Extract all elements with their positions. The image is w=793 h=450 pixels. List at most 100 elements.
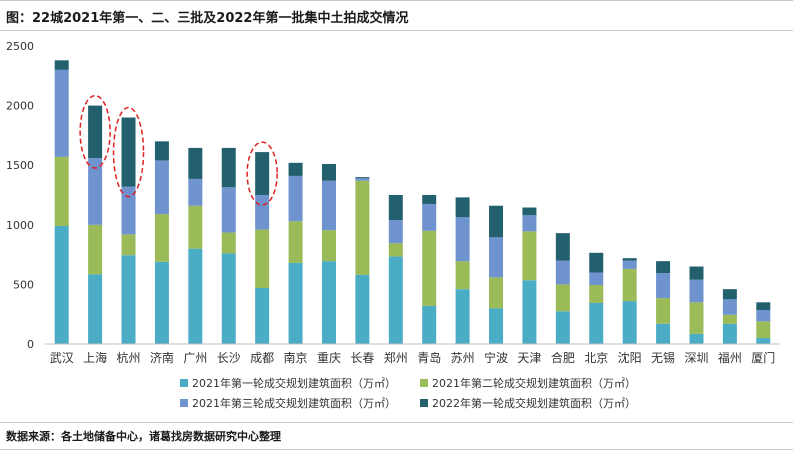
- bar-segment-series2: [689, 302, 704, 334]
- bar-segment-series2: [221, 232, 236, 254]
- bar-segment-series4: [722, 289, 737, 300]
- bar-segment-series4: [255, 152, 270, 195]
- bar-segment-series2: [422, 230, 437, 306]
- bar-segment-series4: [422, 195, 437, 204]
- y-tick-label: 500: [13, 278, 34, 291]
- bar-segment-series4: [321, 164, 336, 181]
- y-tick-label: 2500: [6, 40, 34, 53]
- x-tick-label: 广州: [183, 351, 207, 365]
- x-tick-label: 天津: [517, 351, 541, 365]
- bar-segment-series2: [54, 156, 69, 226]
- bar-segment-series4: [489, 205, 504, 238]
- legend-label: 2021年第二轮成交规划建筑面积（万㎡）: [432, 377, 636, 390]
- bar-segment-series3: [154, 160, 169, 215]
- y-axis: 0 500 1000 1500 2000 2500: [6, 40, 34, 351]
- bar-segment-series3: [355, 178, 370, 181]
- bar-segment-series2: [355, 180, 370, 275]
- bar-segment-series2: [756, 321, 771, 339]
- bar-segment-series3: [422, 203, 437, 231]
- y-tick-label: 2000: [6, 100, 34, 113]
- bar-segment-series2: [188, 205, 203, 249]
- bar-segment-series4: [455, 197, 470, 218]
- bar-segment-series1: [288, 262, 303, 344]
- x-tick-label: 宁波: [484, 350, 508, 365]
- bar-segment-series1: [489, 308, 504, 344]
- x-tick-label: 南京: [284, 350, 308, 365]
- bar-segment-series1: [555, 311, 570, 344]
- data-source-note: 数据来源：各土地储备中心，诸葛找房数据研究中心整理: [6, 430, 281, 443]
- bar-segment-series2: [489, 277, 504, 309]
- y-tick-label: 0: [27, 338, 34, 351]
- legend-swatch: [180, 399, 188, 407]
- bar-segment-series3: [622, 260, 637, 269]
- bar-segment-series1: [522, 280, 537, 344]
- bar-segment-series1: [121, 255, 136, 344]
- bar-segment-series3: [522, 215, 537, 232]
- bar-segment-series2: [455, 261, 470, 290]
- legend-label: 2021年第三轮成交规划建筑面积（万㎡）: [192, 397, 396, 410]
- x-tick-label: 无锡: [651, 350, 675, 365]
- bar-segment-series4: [756, 302, 771, 311]
- bar-segment-series1: [622, 301, 637, 344]
- bar-segment-series2: [288, 221, 303, 263]
- bar-segment-series1: [689, 333, 704, 344]
- bar-segment-series1: [756, 338, 771, 344]
- x-tick-label: 重庆: [317, 351, 341, 365]
- bar-segment-series3: [689, 279, 704, 303]
- x-tick-label: 杭州: [117, 350, 141, 365]
- bar-segment-series4: [188, 147, 203, 179]
- bar-segment-series3: [722, 299, 737, 315]
- figure-title: 图：22城2021年第一、二、三批及2022年第一批集中土拍成交情况: [6, 11, 409, 26]
- highlight-ellipse: [79, 94, 111, 169]
- bar-segment-series4: [622, 258, 637, 261]
- x-tick-label: 福州: [718, 350, 742, 365]
- legend-item-series2: 2021年第二轮成交规划建筑面积（万㎡）: [420, 376, 636, 392]
- y-tick-label: 1500: [6, 159, 34, 172]
- bar-segment-series2: [656, 298, 671, 324]
- bar-segment-series3: [321, 180, 336, 231]
- x-tick-label: 深圳: [684, 351, 708, 365]
- bar-segment-series3: [555, 260, 570, 285]
- bar-segment-series3: [656, 273, 671, 299]
- bar-segment-series1: [54, 225, 69, 344]
- bar-segment-series4: [555, 233, 570, 261]
- bar-segment-series4: [522, 207, 537, 216]
- bar-segment-series1: [88, 274, 103, 344]
- x-tick-label: 上海: [83, 350, 107, 365]
- bar-segment-series4: [288, 162, 303, 176]
- highlight-ellipses: [79, 94, 278, 206]
- x-tick-label: 济南: [150, 350, 174, 365]
- bar-segment-series3: [756, 310, 771, 322]
- bar-segment-series4: [88, 105, 103, 159]
- bar-segment-series3: [288, 175, 303, 222]
- bar-segment-series2: [555, 284, 570, 312]
- bar-segment-series2: [88, 224, 103, 275]
- bar-segment-series2: [255, 229, 270, 288]
- x-tick-label: 沈阳: [618, 350, 642, 365]
- bar-segment-series1: [154, 261, 169, 344]
- legend-item-series3: 2021年第三轮成交规划建筑面积（万㎡）: [180, 396, 396, 412]
- bar-segment-series4: [656, 261, 671, 274]
- x-tick-label: 成都: [250, 351, 274, 365]
- x-tick-label: 郑州: [384, 350, 408, 365]
- bar-segment-series1: [255, 287, 270, 344]
- legend-swatch: [420, 379, 428, 387]
- y-tick-label: 1000: [6, 219, 34, 232]
- bar-segment-series3: [121, 186, 136, 235]
- x-tick-label: 厦门: [751, 350, 775, 365]
- title-divider: [0, 30, 793, 31]
- bar-segment-series4: [388, 195, 403, 221]
- bar-segment-series1: [355, 274, 370, 344]
- x-tick-label: 青岛: [417, 350, 441, 365]
- x-tick-label: 合肥: [551, 350, 575, 365]
- bar-segment-series2: [321, 230, 336, 262]
- title-bar: 图：22城2021年第一、二、三批及2022年第一批集中土拍成交情况: [0, 0, 793, 31]
- bar-segment-series1: [455, 289, 470, 344]
- bar-segment-series3: [455, 217, 470, 262]
- bar-segment-series4: [154, 141, 169, 161]
- bar-segment-series4: [589, 252, 604, 273]
- highlight-ellipse: [246, 141, 278, 206]
- bar-segment-series4: [221, 147, 236, 188]
- legend-label: 2021年第一轮成交规划建筑面积（万㎡）: [192, 377, 396, 390]
- legend-item-series1: 2021年第一轮成交规划建筑面积（万㎡）: [180, 376, 396, 392]
